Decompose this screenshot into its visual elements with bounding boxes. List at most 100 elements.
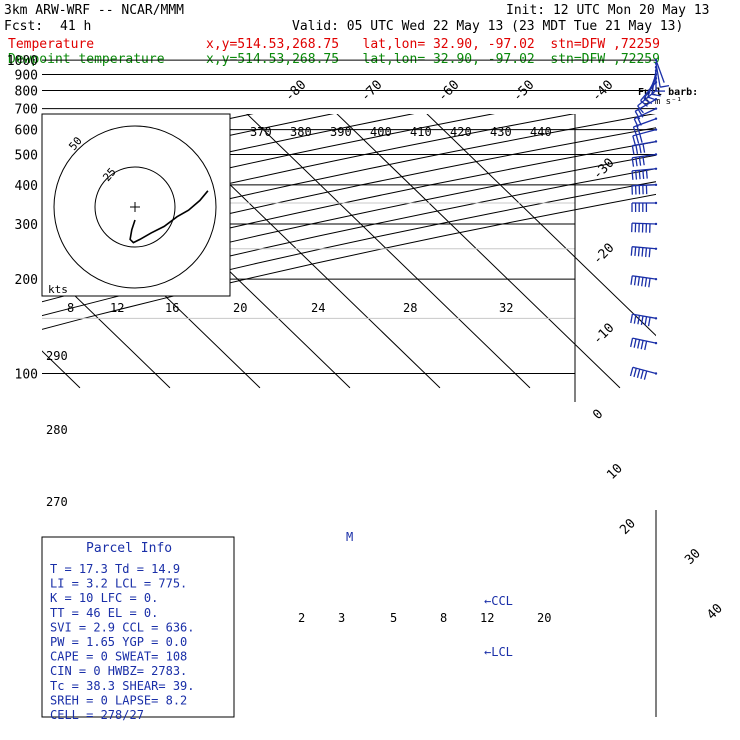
- wind-barb-flag: [637, 247, 640, 257]
- wind-barb-flag: [632, 126, 638, 136]
- mixing-ratio-label: 3: [338, 611, 345, 625]
- dry-adiabat: [0, 54, 12, 374]
- parcel-info-row: SVI = 2.9 CCL = 636.: [50, 620, 195, 634]
- parcel-info-row: SREH = 0 LAPSE= 8.2: [50, 693, 187, 707]
- mixing-ratio-label: 12: [480, 611, 494, 625]
- wind-barb-staff: [637, 89, 657, 107]
- mixing-ratio-label: 20: [537, 611, 551, 625]
- pressure-label-200: 200: [15, 273, 38, 288]
- wind-barb-staff: [632, 337, 657, 344]
- wind-barb-base: [654, 128, 658, 131]
- fcst-label: Fcst:: [4, 19, 44, 34]
- moist-adiabat-label: 20: [233, 301, 247, 315]
- wind-barb-flag: [635, 157, 638, 167]
- wind-barb-base: [654, 117, 658, 120]
- wind-barb-flag: [631, 170, 634, 180]
- wind-barb-base: [654, 153, 658, 156]
- dry-adiabat: [42, 114, 415, 196]
- wind-barb-flag: [643, 370, 648, 380]
- wind-barb-base: [654, 65, 658, 69]
- pressure-label-500: 500: [15, 148, 38, 163]
- moist-adiabat-label: 16: [165, 301, 179, 315]
- pressure-label-600: 600: [15, 124, 38, 139]
- wind-barb-flag: [634, 246, 637, 257]
- isotherm: [246, 114, 531, 389]
- wind-barb-staff: [632, 366, 657, 375]
- theta-label: 400: [370, 125, 392, 139]
- wind-barb-base: [654, 277, 658, 281]
- wind-barb-flag: [647, 317, 651, 327]
- moist-adiabat-label: 32: [499, 301, 513, 315]
- theta-label: 420: [450, 125, 472, 139]
- parcel-info-row: K = 10 LFC = 0.: [50, 591, 158, 605]
- pressure-label-400: 400: [15, 179, 38, 194]
- wind-barb-flag: [642, 143, 646, 153]
- wind-barb-flag: [641, 247, 644, 257]
- wind-barb-flag: [635, 134, 640, 144]
- wind-barb-flag: [633, 338, 637, 348]
- wind-barb-flag: [637, 276, 641, 286]
- isotherm-label: -60: [435, 78, 462, 105]
- wind-barb-flag: [651, 93, 661, 97]
- wind-barb-base: [654, 62, 658, 65]
- moist-adiabat-label: 12: [110, 301, 124, 315]
- hodograph-trace: [129, 190, 209, 244]
- isotherm-label: -80: [282, 78, 309, 105]
- mixing-ratio-label: 8: [440, 611, 447, 625]
- dewpoint-legend-label: Dewpoint temperature: [8, 52, 165, 67]
- moist-adiabat-label: 8: [67, 301, 74, 315]
- wind-barb-flag: [633, 368, 637, 378]
- wind-barb-flag: [638, 156, 642, 166]
- pressure-label-800: 800: [15, 84, 38, 99]
- wind-barb-base: [654, 167, 658, 170]
- parcel-info-row: CAPE = 0 SWEAT= 108: [50, 650, 187, 664]
- parcel-info-row: CIN = 0 HWBZ= 2783.: [50, 664, 187, 678]
- moist-adiabat-label: 28: [403, 301, 417, 315]
- theta-label: 430: [490, 125, 512, 139]
- barb-legend-line2: 5 m s⁻¹: [644, 97, 682, 107]
- isotherm: [156, 114, 441, 389]
- wind-barb-flag: [645, 169, 648, 179]
- wind-barb-base: [654, 81, 658, 84]
- dry-adiabat: [42, 168, 656, 303]
- wind-barb-base: [654, 58, 658, 62]
- temperature-legend-label: Temperature: [8, 37, 95, 52]
- wind-barbs: [629, 58, 670, 380]
- dry-adiabat: [42, 114, 495, 213]
- theta-label-left: 280: [46, 423, 68, 437]
- wind-barb-flag: [640, 340, 644, 350]
- wind-barb-flag: [635, 170, 638, 180]
- pressure-label-1000: 1000: [7, 54, 38, 69]
- wind-barb-staff: [632, 140, 657, 147]
- wind-barb-flag: [633, 276, 637, 286]
- wind-barb-base: [654, 183, 658, 187]
- wind-barb-flag: [636, 125, 641, 135]
- parcel-info-box: Parcel Info T = 17.3 Td = 14.9LI = 3.2 LC…: [41, 536, 235, 722]
- isotherm-label: -40: [589, 78, 616, 105]
- wind-barb-staff: [655, 59, 665, 83]
- wind-barb-flag: [645, 247, 648, 257]
- isotherm-label: -70: [358, 78, 385, 105]
- parcel-info-row: TT = 46 EL = 0.: [50, 606, 158, 620]
- wind-barb-base: [654, 89, 658, 92]
- wind-barb-flag: [638, 144, 642, 154]
- pressure-label-900: 900: [15, 68, 38, 83]
- wind-barb-flag: [630, 314, 634, 324]
- wind-barb-staff: [632, 246, 657, 250]
- isotherm-label: 30: [682, 546, 704, 568]
- valid-time: Valid: 05 UTC Wed 22 May 13 (23 MDT Tue …: [292, 19, 684, 34]
- wind-barb-flag: [660, 84, 670, 88]
- wind-barb-staff: [631, 222, 657, 225]
- dry-adiabat: [42, 181, 656, 317]
- wind-barb-base: [654, 201, 658, 205]
- isotherm-label: 0: [590, 407, 606, 423]
- wind-barb-flag: [633, 314, 637, 324]
- parcel-info-row: LI = 3.2 LCL = 775.: [50, 577, 187, 591]
- pressure-label-100: 100: [15, 368, 38, 383]
- isotherm-label: 40: [704, 601, 726, 623]
- barb-legend-line1: Full barb:: [638, 87, 698, 98]
- init-time: Init: 12 UTC Mon 20 May 13: [506, 3, 710, 18]
- dewpoint-location: x,y=514.53,268.75 lat,lon= 32.90, -97.02…: [206, 52, 660, 67]
- wind-barb-flag: [644, 277, 648, 287]
- theta-label-left: 270: [46, 495, 68, 509]
